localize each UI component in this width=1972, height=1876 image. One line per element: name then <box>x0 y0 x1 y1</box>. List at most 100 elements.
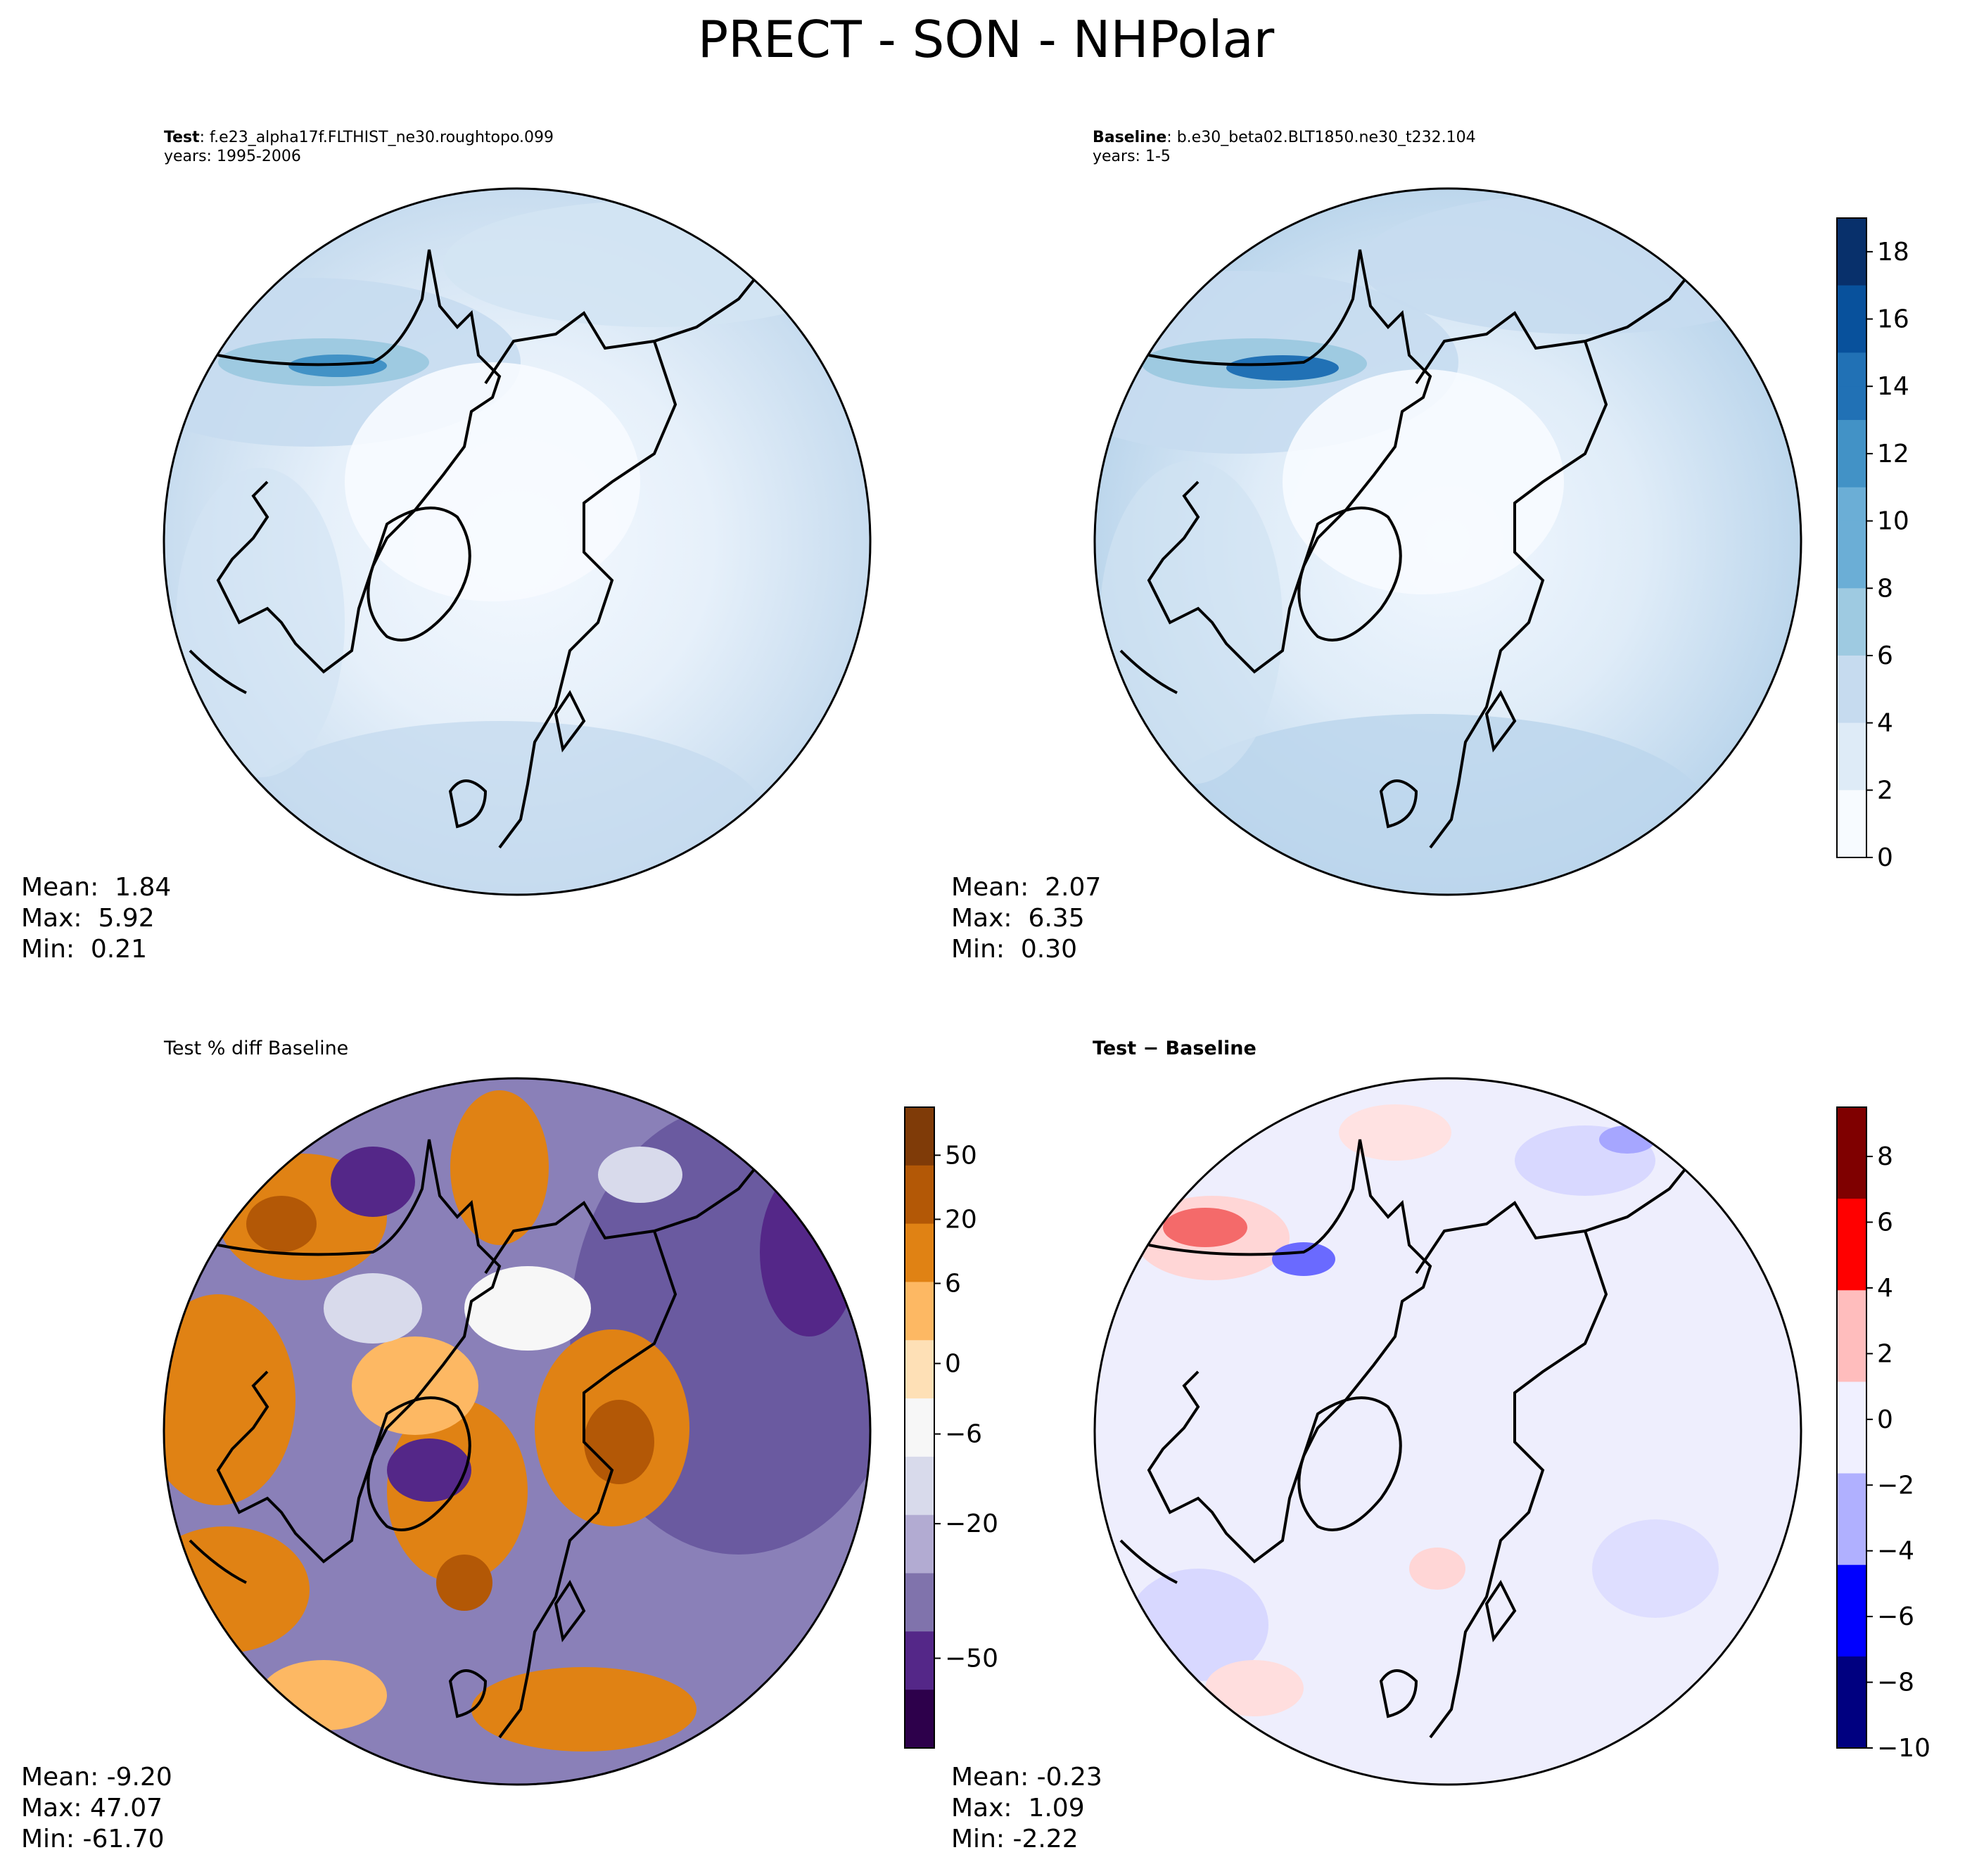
colorbar-swatch <box>1838 1564 1866 1657</box>
colorbar-swatch <box>905 1398 934 1457</box>
colorbar-swatch <box>1838 420 1866 454</box>
test-stats: Mean: 1.84 Max: 5.92 Min: 0.21 <box>21 872 171 965</box>
colorbar-tick-label: 0 <box>1877 1405 1893 1434</box>
pctdiff-map <box>163 1077 872 1786</box>
colorbar-tick-label: −50 <box>945 1644 998 1673</box>
colorbar-swatch <box>1838 386 1866 421</box>
colorbar-tick-label: 2 <box>1877 776 1893 805</box>
colorbar-swatch <box>1838 285 1866 320</box>
colorbar-tick-label: −4 <box>1877 1537 1914 1566</box>
colorbar-tick-label: 0 <box>945 1349 961 1378</box>
colorbar-swatch <box>905 1165 934 1225</box>
pctdiff-panel-title: Test % diff Baseline <box>164 1038 349 1059</box>
colorbar-swatch <box>1838 1473 1866 1566</box>
colorbar-swatch <box>1838 352 1866 387</box>
colorbar-swatch <box>1838 689 1866 724</box>
colorbar-tick-label: 50 <box>945 1141 977 1170</box>
colorbar-tick-label: 6 <box>1877 642 1893 670</box>
colorbar-swatch <box>905 1107 934 1166</box>
pctdiff-colorbar: 50 20 6 0 −6 −20 −50 <box>904 1106 998 1749</box>
colorbar-tick-label: 14 <box>1877 372 1909 401</box>
colorbar-swatch <box>905 1456 934 1516</box>
colorbar-swatch <box>905 1690 934 1749</box>
colorbar-swatch <box>1838 1656 1866 1749</box>
colorbar-tick-label: −6 <box>945 1420 982 1449</box>
test-years: years: 1995-2006 <box>164 148 301 165</box>
colorbar-swatch <box>1838 554 1866 589</box>
colorbar-swatch <box>1838 1107 1866 1199</box>
colorbar-swatch <box>1838 824 1866 858</box>
colorbar-tick-label: 8 <box>1877 1142 1893 1171</box>
colorbar-swatch <box>905 1340 934 1399</box>
colorbar-swatch <box>1838 722 1866 758</box>
test-min: Min: 0.21 <box>21 935 148 964</box>
colorbar-swatch <box>1838 1382 1866 1474</box>
colorbar-swatch <box>1838 521 1866 556</box>
colorbar-tick-label: 4 <box>1877 709 1893 738</box>
colorbar-tick-label: −2 <box>1877 1471 1914 1500</box>
colorbar-tick-label: 0 <box>1877 843 1893 872</box>
colorbar-swatch <box>1838 487 1866 522</box>
diff-mean: Mean: -0.23 <box>951 1763 1102 1792</box>
baseline-mean: Mean: 2.07 <box>951 873 1102 902</box>
diff-max: Max: 1.09 <box>951 1794 1085 1823</box>
pctdiff-mean: Mean: -9.20 <box>21 1763 172 1792</box>
colorbar-swatch <box>1838 1199 1866 1291</box>
colorbar-swatch <box>905 1282 934 1341</box>
baseline-min: Min: 0.30 <box>951 935 1078 964</box>
baseline-map <box>1093 187 1802 896</box>
colorbar-swatch <box>1838 218 1866 253</box>
pctdiff-min: Min: -61.70 <box>21 1825 165 1853</box>
baseline-case-name: b.e30_beta02.BLT1850.ne30_t232.104 <box>1176 129 1476 146</box>
colorbar-tick-label: 10 <box>1877 507 1909 536</box>
baseline-panel-title: Baseline: b.e30_beta02.BLT1850.ne30_t232… <box>1093 129 1476 146</box>
colorbar-tick-label: 16 <box>1877 305 1909 334</box>
test-case-name: f.e23_alpha17f.FLTHIST_ne30.roughtopo.09… <box>210 129 554 146</box>
colorbar-tick-label: 18 <box>1877 238 1909 267</box>
coastlines <box>1119 214 1712 849</box>
colorbar-swatch <box>905 1514 934 1574</box>
baseline-stats: Mean: 2.07 Max: 6.35 Min: 0.30 <box>951 872 1101 965</box>
coastlines <box>189 1104 782 1739</box>
colorbar-tick-label: 4 <box>1877 1274 1893 1303</box>
diff-panel-title: Test − Baseline <box>1093 1038 1257 1059</box>
colorbar-tick-label: 12 <box>1877 440 1909 468</box>
colorbar-tick-label: −8 <box>1877 1668 1914 1697</box>
diff-colorbar: 8 6 4 2 0 −2 −4 −6 −8 −10 <box>1836 1106 1930 1763</box>
colorbar-tick-label: −20 <box>945 1510 998 1538</box>
colorbar-tick-label: 6 <box>945 1270 961 1298</box>
colorbar-swatch <box>905 1223 934 1283</box>
test-map <box>163 187 872 896</box>
pctdiff-max: Max: 47.07 <box>21 1794 163 1823</box>
coastlines <box>1119 1104 1712 1739</box>
colorbar-tick-label: 6 <box>1877 1208 1893 1237</box>
colorbar-swatch <box>1838 319 1866 353</box>
colorbar-swatch <box>1838 588 1866 623</box>
colorbar-swatch <box>1838 622 1866 656</box>
baseline-years: years: 1-5 <box>1093 148 1171 165</box>
figure-title: PRECT - SON - NHPolar <box>697 10 1275 69</box>
test-label: Test <box>164 129 200 146</box>
pctdiff-stats: Mean: -9.20 Max: 47.07 Min: -61.70 <box>21 1762 172 1855</box>
colorbar-swatch <box>1838 655 1866 690</box>
colorbar-swatch <box>905 1573 934 1632</box>
colorbar-tick-label: 8 <box>1877 574 1893 603</box>
colorbar-swatch <box>1838 790 1866 824</box>
colorbar-tick-label: 2 <box>1877 1339 1893 1368</box>
baseline-max: Max: 6.35 <box>951 904 1085 933</box>
colorbar-swatch <box>1838 453 1866 488</box>
diff-stats: Mean: -0.23 Max: 1.09 Min: -2.22 <box>951 1762 1102 1855</box>
diff-min: Min: -2.22 <box>951 1825 1079 1853</box>
colorbar-tick-label: 20 <box>945 1205 977 1234</box>
colorbar-swatch <box>905 1631 934 1690</box>
test-max: Max: 5.92 <box>21 904 155 933</box>
colorbar-tick-label: −10 <box>1877 1734 1930 1763</box>
test-mean: Mean: 1.84 <box>21 873 172 902</box>
colorbar-swatch <box>1838 251 1866 286</box>
precip-colorbar: 0 2 4 6 8 10 12 14 16 18 <box>1836 217 1909 872</box>
colorbar-swatch <box>1838 1290 1866 1383</box>
test-panel-title: Test: f.e23_alpha17f.FLTHIST_ne30.rought… <box>164 129 554 146</box>
colorbar-swatch <box>1838 756 1866 791</box>
diff-map <box>1093 1077 1802 1786</box>
baseline-label: Baseline <box>1093 129 1167 146</box>
